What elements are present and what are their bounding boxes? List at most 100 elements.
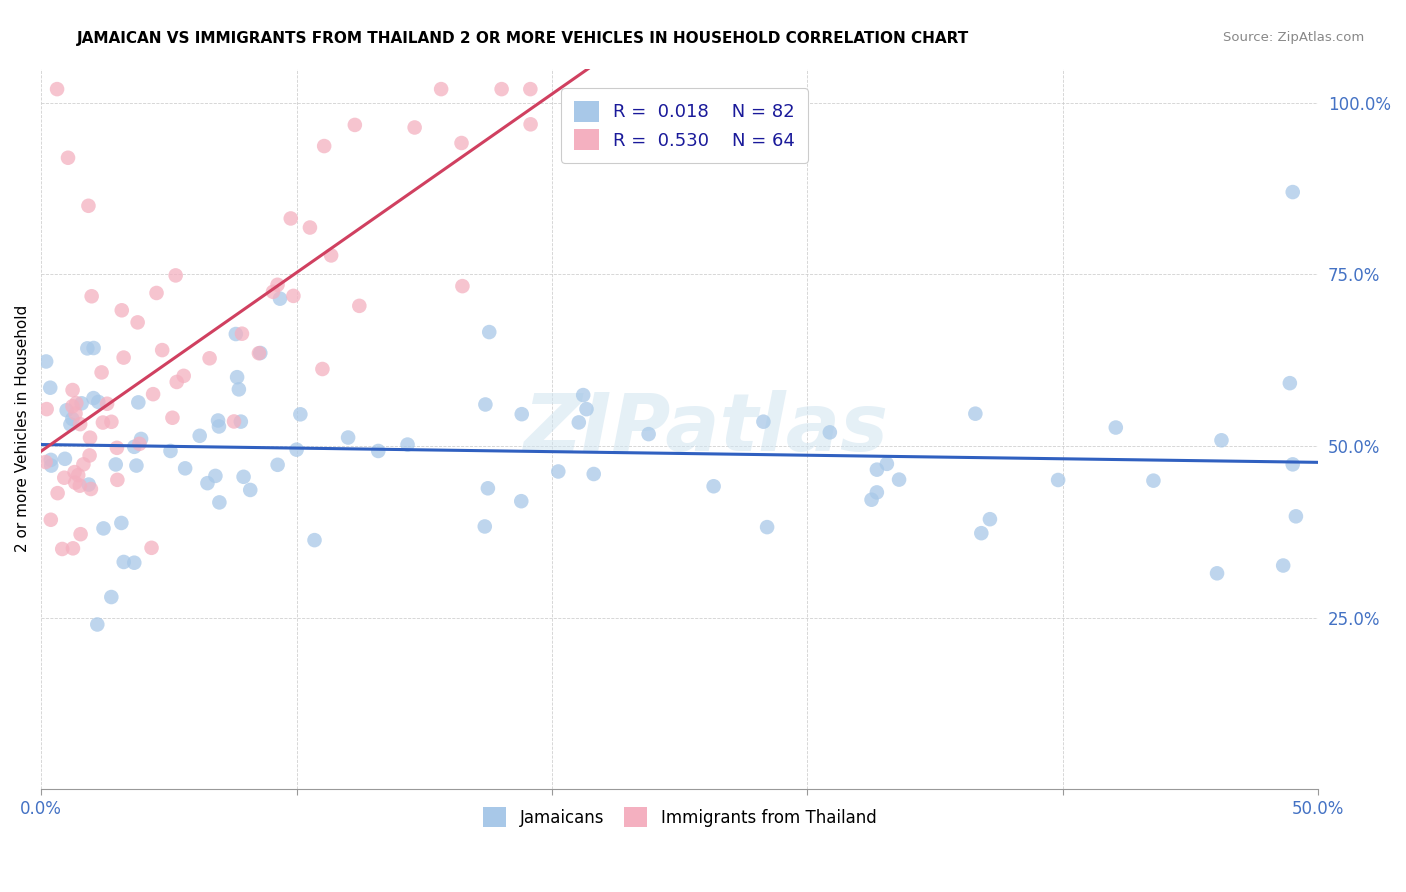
Point	[82, 391, 104, 405]
Point	[53, 471, 76, 485]
Point	[818, 425, 841, 440]
Point	[404, 120, 426, 135]
Point	[159, 444, 181, 458]
Point	[396, 437, 419, 451]
Point	[232, 470, 254, 484]
Point	[208, 495, 231, 509]
Point	[77, 199, 100, 213]
Point	[112, 351, 135, 365]
Text: Source: ZipAtlas.com: Source: ZipAtlas.com	[1223, 31, 1364, 45]
Point	[304, 533, 326, 548]
Point	[39, 381, 62, 395]
Point	[451, 279, 474, 293]
Point	[572, 388, 595, 402]
Point	[314, 139, 336, 153]
Point	[965, 407, 987, 421]
Point	[142, 387, 165, 401]
Point	[225, 326, 247, 341]
Point	[262, 285, 284, 299]
Point	[510, 494, 533, 508]
Point	[478, 325, 501, 339]
Point	[637, 427, 659, 442]
Point	[111, 303, 134, 318]
Text: ZIPatlas: ZIPatlas	[523, 390, 887, 468]
Point	[1105, 420, 1128, 434]
Point	[283, 289, 305, 303]
Point	[349, 299, 371, 313]
Point	[77, 477, 100, 491]
Point	[127, 395, 149, 409]
Point	[93, 521, 115, 535]
Point	[285, 442, 308, 457]
Point	[582, 467, 605, 481]
Point	[231, 326, 253, 341]
Point	[575, 402, 598, 417]
Point	[510, 407, 533, 421]
Point	[970, 526, 993, 541]
Point	[188, 429, 211, 443]
Point	[67, 468, 90, 483]
Point	[162, 410, 184, 425]
Point	[1211, 434, 1233, 448]
Point	[226, 370, 249, 384]
Point	[222, 414, 245, 428]
Point	[173, 368, 195, 383]
Point	[290, 407, 312, 421]
Point	[752, 415, 775, 429]
Point	[62, 383, 84, 397]
Point	[79, 449, 101, 463]
Point	[112, 555, 135, 569]
Point	[474, 519, 496, 533]
Point	[62, 399, 84, 413]
Point	[69, 527, 91, 541]
Point	[46, 486, 69, 500]
Point	[337, 430, 360, 444]
Y-axis label: 2 or more Vehicles in Household: 2 or more Vehicles in Household	[15, 305, 30, 552]
Point	[247, 346, 270, 360]
Point	[866, 463, 889, 477]
Point	[141, 541, 163, 555]
Point	[860, 492, 883, 507]
Point	[90, 366, 112, 380]
Point	[124, 556, 146, 570]
Point	[204, 469, 226, 483]
Point	[91, 416, 114, 430]
Point	[979, 512, 1001, 526]
Point	[60, 412, 83, 426]
Point	[104, 458, 127, 472]
Point	[56, 151, 79, 165]
Point	[208, 419, 231, 434]
Text: JAMAICAN VS IMMIGRANTS FROM THAILAND 2 OR MORE VEHICLES IN HOUSEHOLD CORRELATION: JAMAICAN VS IMMIGRANTS FROM THAILAND 2 O…	[77, 31, 970, 46]
Point	[70, 396, 93, 410]
Point	[266, 458, 288, 472]
Point	[491, 82, 513, 96]
Point	[298, 220, 321, 235]
Point	[34, 455, 56, 469]
Point	[125, 458, 148, 473]
Point	[1142, 474, 1164, 488]
Point	[76, 342, 98, 356]
Point	[430, 82, 453, 96]
Point	[311, 362, 333, 376]
Point	[55, 403, 77, 417]
Point	[876, 457, 898, 471]
Point	[165, 268, 187, 283]
Point	[519, 82, 541, 96]
Point	[69, 417, 91, 432]
Point	[129, 432, 152, 446]
Point	[887, 473, 910, 487]
Point	[703, 479, 725, 493]
Point	[39, 513, 62, 527]
Point	[280, 211, 302, 226]
Point	[519, 117, 541, 131]
Point	[166, 375, 188, 389]
Point	[266, 277, 288, 292]
Point	[96, 397, 118, 411]
Point	[62, 541, 84, 556]
Point	[568, 416, 591, 430]
Point	[1206, 566, 1229, 581]
Point	[321, 248, 343, 262]
Point	[100, 415, 122, 429]
Point	[63, 465, 86, 479]
Point	[367, 444, 389, 458]
